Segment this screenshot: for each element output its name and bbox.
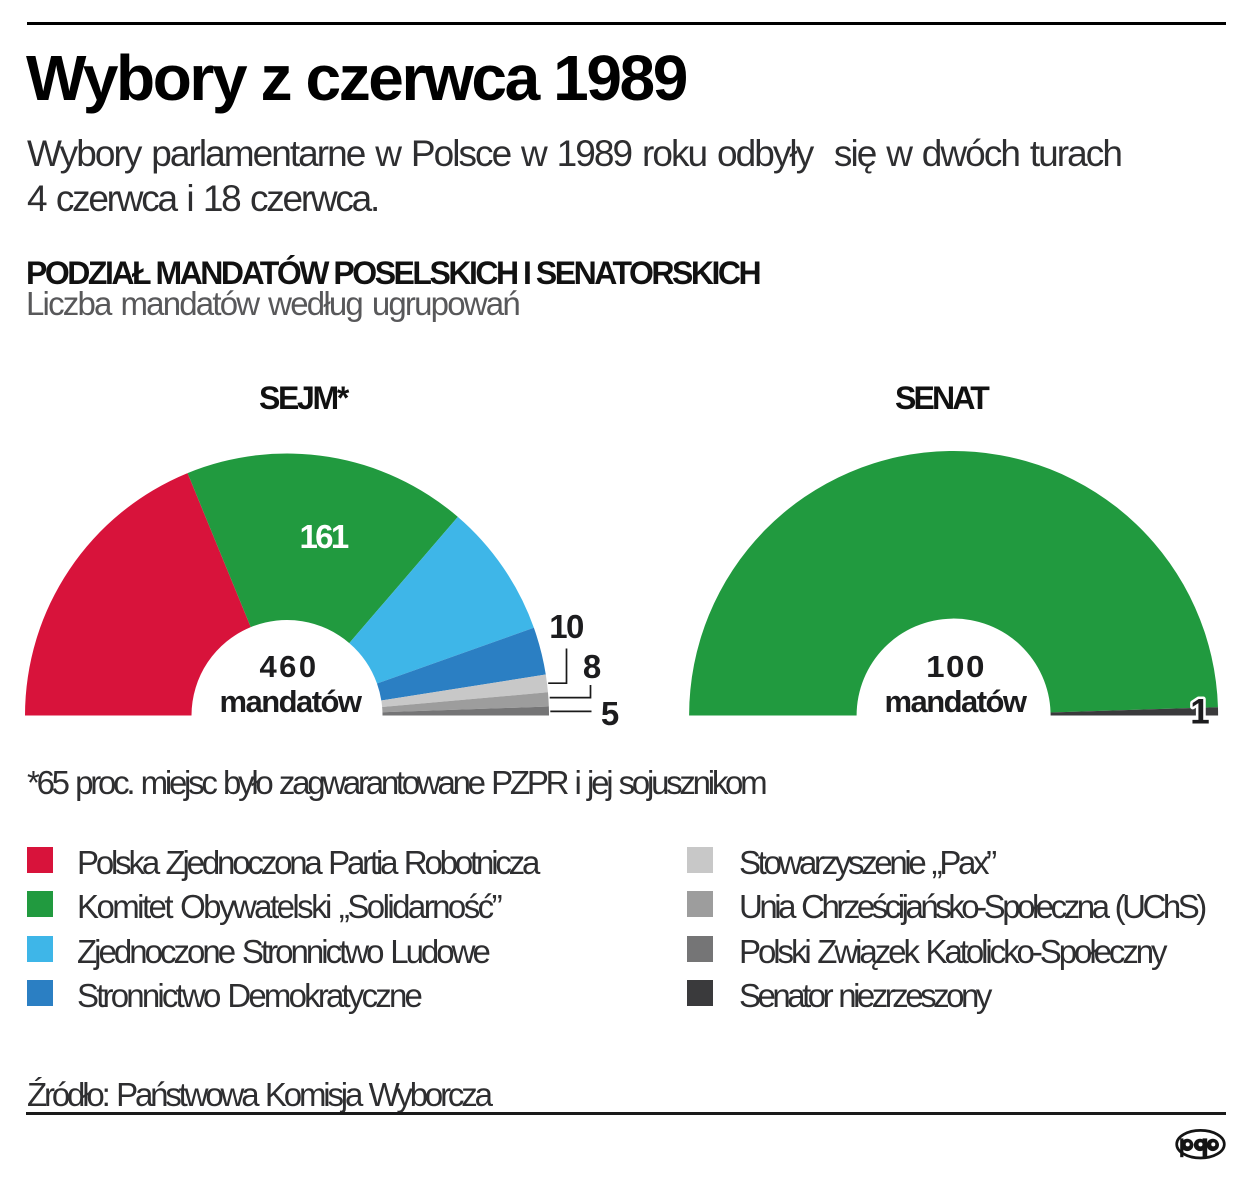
svg-text:1: 1 <box>1190 693 1209 732</box>
